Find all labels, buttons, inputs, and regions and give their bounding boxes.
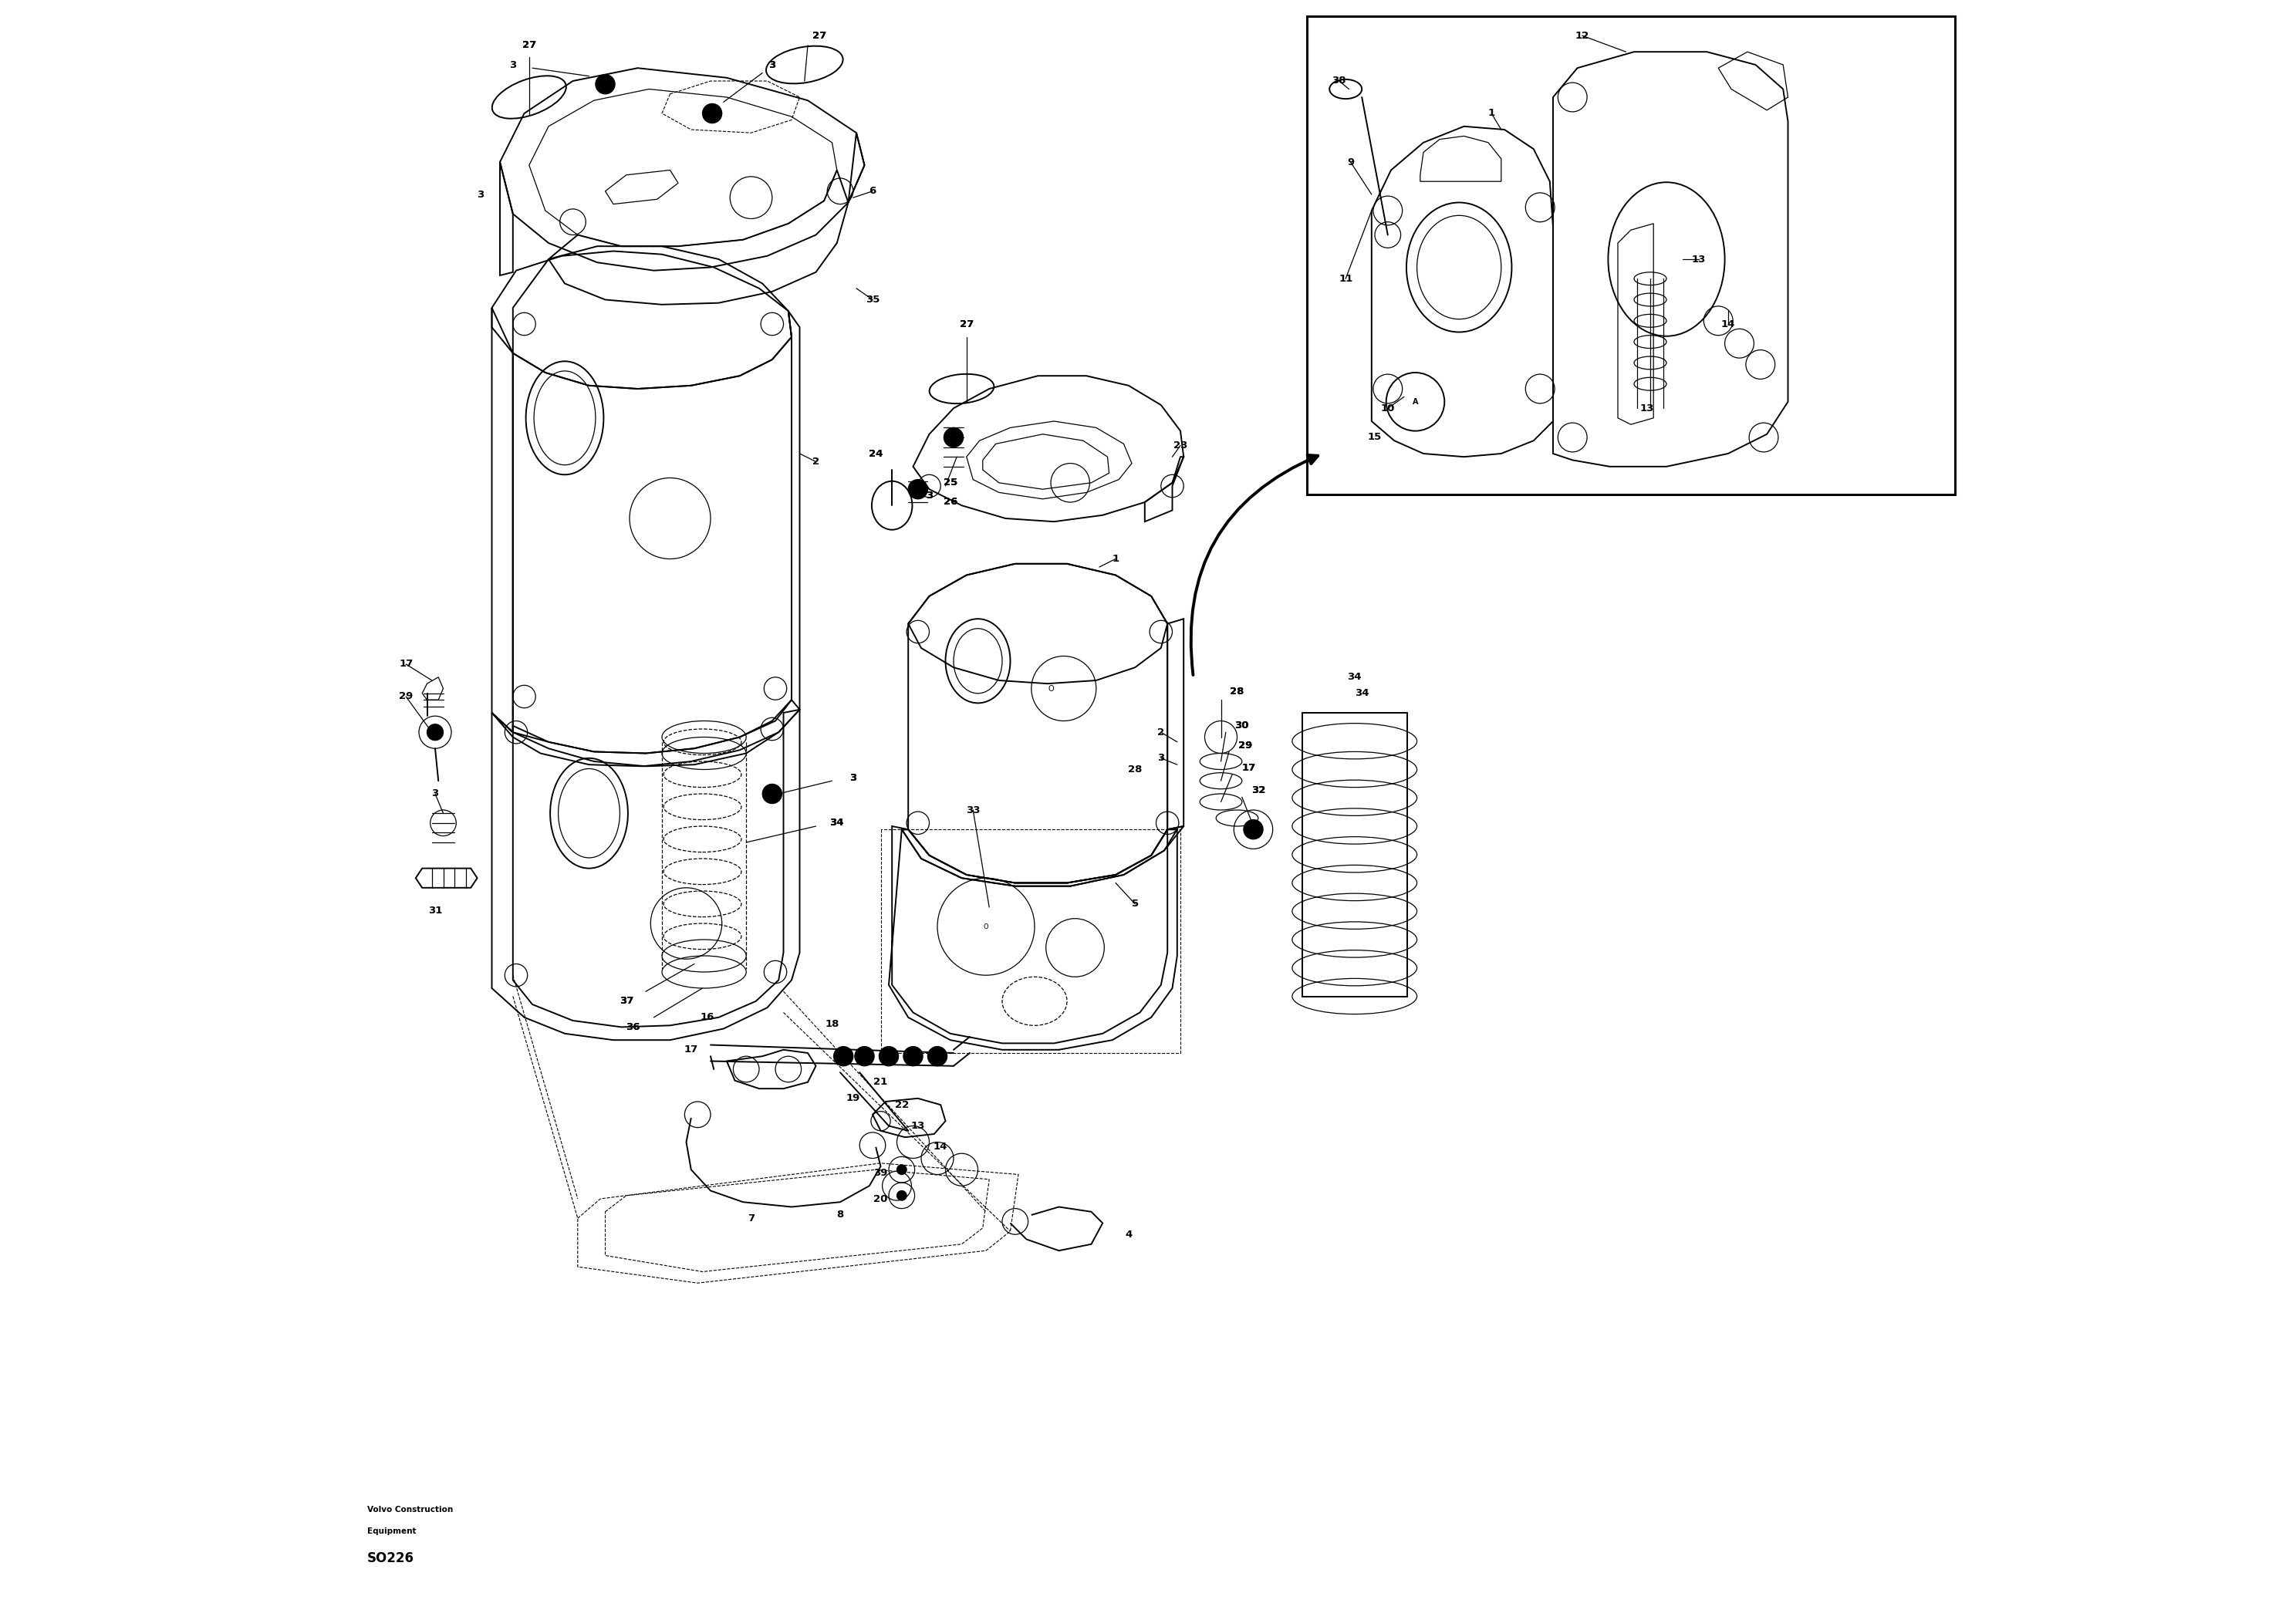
Text: 25: 25 (944, 478, 957, 488)
Text: 36: 36 (625, 1022, 641, 1032)
Text: 17: 17 (400, 659, 413, 669)
Text: 34: 34 (1355, 688, 1368, 698)
Text: 36: 36 (625, 1022, 641, 1032)
Text: 25: 25 (944, 478, 957, 488)
Text: 2: 2 (813, 457, 820, 467)
Text: 20: 20 (872, 1194, 889, 1204)
Text: 29: 29 (1238, 740, 1251, 750)
Text: Equipment: Equipment (367, 1528, 416, 1534)
Text: A: A (1412, 399, 1419, 405)
Text: 24: 24 (868, 449, 884, 458)
Circle shape (595, 75, 615, 94)
Text: 6: 6 (868, 186, 877, 196)
Text: SO226: SO226 (367, 1552, 413, 1565)
Text: O: O (1047, 685, 1054, 692)
Circle shape (703, 104, 721, 123)
Text: 3: 3 (769, 60, 776, 70)
Text: 30: 30 (1235, 721, 1249, 731)
Text: 7: 7 (748, 1213, 755, 1223)
Text: 28: 28 (1231, 687, 1244, 697)
Text: 14: 14 (934, 1142, 948, 1152)
Text: 26: 26 (944, 497, 957, 507)
Text: 14: 14 (1722, 319, 1736, 329)
Text: 4: 4 (1125, 1230, 1132, 1239)
Circle shape (928, 1047, 946, 1066)
Text: 5: 5 (1132, 899, 1139, 909)
Text: 3: 3 (850, 773, 856, 782)
Text: 27: 27 (960, 319, 974, 329)
Text: 11: 11 (1339, 274, 1352, 284)
Text: 3: 3 (925, 491, 932, 501)
Circle shape (909, 480, 928, 499)
Text: 17: 17 (684, 1045, 698, 1055)
Circle shape (898, 1191, 907, 1200)
Text: 15: 15 (1368, 433, 1382, 442)
Bar (1306, 16, 1954, 494)
Text: 22: 22 (895, 1100, 909, 1110)
Text: 18: 18 (824, 1019, 838, 1029)
Text: 2: 2 (1157, 727, 1164, 737)
Text: 21: 21 (875, 1077, 889, 1087)
Text: 29: 29 (400, 692, 413, 701)
Text: 39: 39 (872, 1168, 889, 1178)
Text: 16: 16 (700, 1012, 714, 1022)
Circle shape (833, 1047, 854, 1066)
Text: 3: 3 (510, 60, 517, 70)
Text: 24: 24 (868, 449, 884, 458)
Circle shape (898, 1165, 907, 1174)
Circle shape (762, 784, 783, 804)
Text: 27: 27 (521, 40, 537, 50)
Text: 27: 27 (960, 319, 974, 329)
Text: 34: 34 (829, 818, 845, 828)
Text: 17: 17 (1242, 763, 1256, 773)
Text: Volvo Construction: Volvo Construction (367, 1507, 452, 1513)
Text: O: O (983, 923, 990, 930)
Text: 34: 34 (829, 818, 845, 828)
Text: 27: 27 (813, 31, 827, 40)
Text: 37: 37 (620, 996, 634, 1006)
Text: 1: 1 (1111, 554, 1118, 564)
Text: 3: 3 (1157, 753, 1164, 763)
Text: 3: 3 (432, 789, 439, 799)
Text: 28: 28 (1127, 765, 1141, 774)
Text: 12: 12 (1575, 31, 1589, 40)
Circle shape (879, 1047, 898, 1066)
Text: 38: 38 (1332, 76, 1345, 86)
Circle shape (1244, 820, 1263, 839)
Text: 19: 19 (847, 1094, 861, 1103)
Circle shape (427, 724, 443, 740)
Circle shape (902, 1047, 923, 1066)
Text: 3: 3 (925, 491, 932, 501)
Text: 32: 32 (1251, 786, 1265, 795)
Text: 3: 3 (769, 60, 776, 70)
Text: 17: 17 (1242, 763, 1256, 773)
Text: 31: 31 (427, 906, 443, 915)
Text: 33: 33 (967, 805, 980, 815)
Text: 34: 34 (1348, 672, 1362, 682)
Text: 29: 29 (1238, 740, 1251, 750)
Text: 3: 3 (850, 773, 856, 782)
Text: 13: 13 (912, 1121, 925, 1131)
Text: 13: 13 (1639, 403, 1653, 413)
Text: 28: 28 (1231, 687, 1244, 697)
Text: 26: 26 (944, 497, 957, 507)
Text: 3: 3 (478, 190, 484, 199)
Text: 27: 27 (813, 31, 827, 40)
Text: 37: 37 (620, 996, 634, 1006)
Text: 10: 10 (1380, 403, 1396, 413)
Text: 30: 30 (1235, 721, 1249, 731)
Text: 1: 1 (1488, 109, 1495, 118)
Text: 27: 27 (521, 40, 537, 50)
Text: 8: 8 (836, 1210, 843, 1220)
Circle shape (944, 428, 964, 447)
Text: 23: 23 (1173, 441, 1187, 450)
Text: 35: 35 (866, 295, 879, 305)
Text: 32: 32 (1251, 786, 1265, 795)
Text: 13: 13 (1692, 254, 1706, 264)
Text: 9: 9 (1348, 157, 1355, 167)
Circle shape (854, 1047, 875, 1066)
